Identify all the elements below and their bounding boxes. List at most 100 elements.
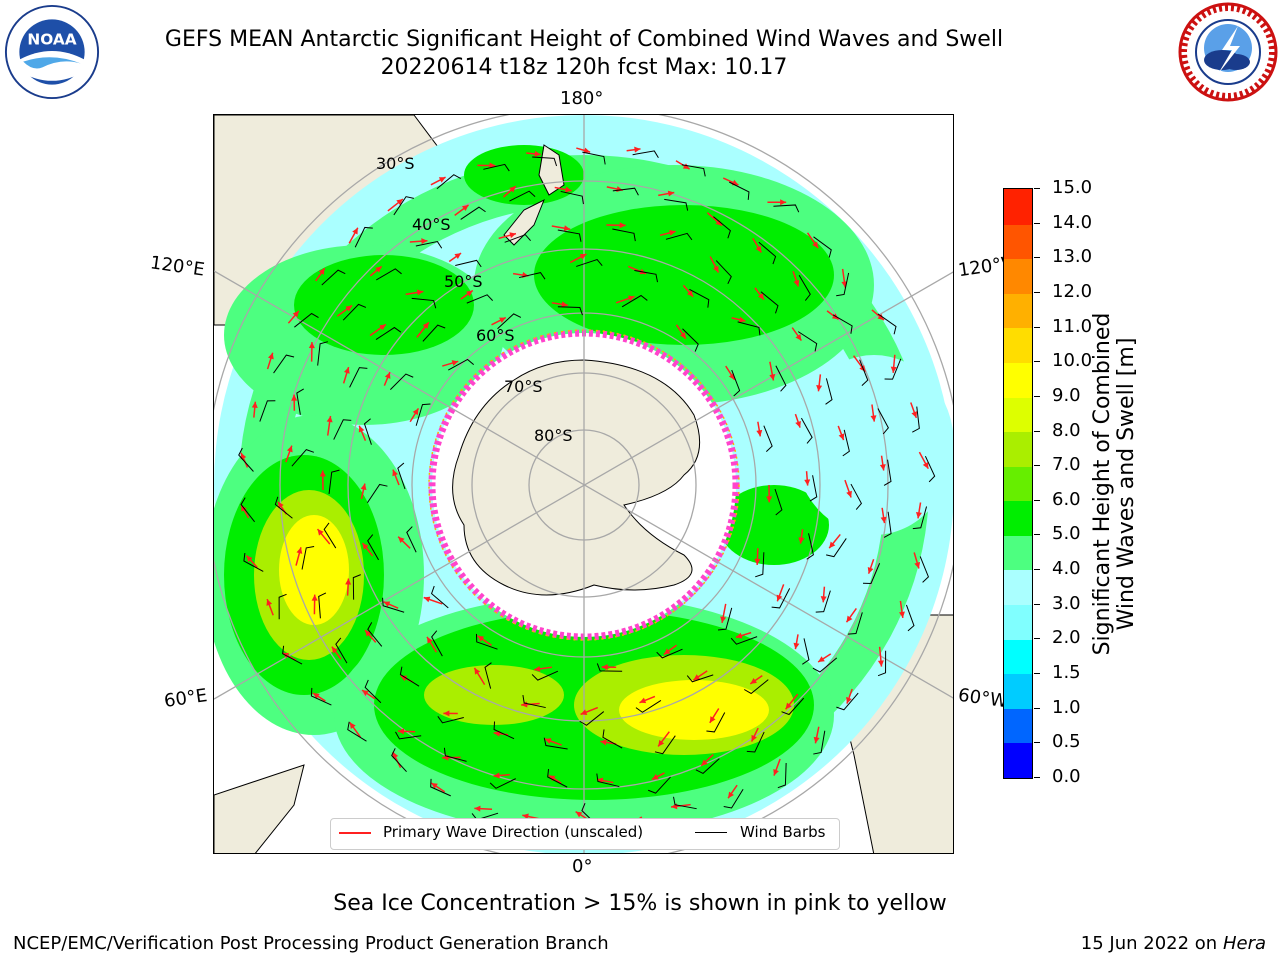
wave-arrow-head <box>266 599 273 606</box>
colorbar-segment <box>1004 431 1032 467</box>
colorbar-tick <box>1034 499 1040 501</box>
wind-barb <box>475 633 498 650</box>
wave-arrow-head <box>813 736 820 744</box>
wave-arrow-head <box>818 656 825 663</box>
colorbar-tick-label: 8.0 <box>1052 419 1081 441</box>
colorbar-tick-label: 14.0 <box>1052 211 1093 233</box>
land-new-zealand <box>503 144 565 246</box>
wave-arrow-head <box>911 411 918 418</box>
wind-barb <box>240 497 255 523</box>
wind-barb <box>729 181 750 200</box>
wave-arrow-head <box>534 150 541 157</box>
wind-barb <box>743 679 769 695</box>
colorbar-tick <box>1034 534 1040 536</box>
wind-barb <box>825 378 833 405</box>
wind-barb <box>632 150 659 159</box>
wind-barb <box>798 275 811 301</box>
colorbar-tick-label: 4.0 <box>1052 558 1081 580</box>
wave-arrow-head <box>890 366 897 373</box>
wind-barb <box>758 241 777 265</box>
wave-arrow-head <box>755 245 762 253</box>
wave-arrow-head <box>292 310 299 318</box>
wave-arrow-head <box>601 664 608 671</box>
wave-arrow-head <box>793 279 800 287</box>
wind-barb <box>391 748 407 773</box>
wave-arrow-head <box>396 199 403 206</box>
wind-barb <box>842 429 850 457</box>
colorbar-tick <box>1034 222 1040 224</box>
wind-barb <box>557 306 583 316</box>
wind-barb <box>673 796 697 810</box>
wave-arrow-head <box>493 772 500 779</box>
wave-arrow-head <box>915 511 922 519</box>
wave-arrow-head <box>565 186 572 193</box>
wave-arrow-head <box>499 317 506 323</box>
colorbar-segment <box>1004 535 1032 571</box>
wave-arrow-head <box>756 429 763 437</box>
wave-arrow-head <box>489 162 496 169</box>
lon-label-60w: 60°W <box>956 684 1009 713</box>
wave-arrow-head <box>820 596 827 603</box>
wave-arrow-head <box>331 646 338 654</box>
wind-barb <box>460 206 486 220</box>
wind-barb <box>415 241 443 249</box>
wind-barb <box>862 563 881 584</box>
wave-arrow-head <box>317 529 324 536</box>
wind-barb <box>318 592 327 619</box>
wave-band <box>719 485 829 565</box>
wind-barb <box>323 522 337 549</box>
wind-barb <box>883 511 892 538</box>
wind-barb <box>813 730 826 755</box>
wind-barb <box>596 773 620 788</box>
wave-arrow-head <box>392 469 398 477</box>
wind-barb <box>406 526 417 553</box>
lat-label-30s: 30°S <box>376 154 415 173</box>
wind-barb <box>634 269 658 283</box>
wind-barb <box>509 190 536 202</box>
wave-arrow-head <box>360 483 367 491</box>
wave-arrow-head <box>880 516 887 524</box>
legend-wind-line <box>695 832 727 833</box>
wave-arrow-head <box>795 333 802 341</box>
colorbar-segment <box>1004 500 1032 536</box>
wave-arrow-head <box>841 281 848 288</box>
wave-arrow-head <box>600 739 607 746</box>
wave-arrow-head <box>879 464 886 471</box>
wave-arrow-head <box>379 324 386 331</box>
colorbar-tick-label: 0.0 <box>1052 766 1081 787</box>
colorbar-tick <box>1034 742 1040 744</box>
wave-arrow-head <box>277 501 284 509</box>
colorbar-tick-label: 1.5 <box>1052 662 1081 684</box>
wave-arrow-head <box>423 596 431 603</box>
lat-label-80s: 80°S <box>534 426 573 445</box>
wave-arrow-head <box>443 710 450 717</box>
wind-barb <box>367 534 380 561</box>
wave-arrow-head <box>358 425 365 433</box>
wave-band <box>294 255 474 355</box>
colorbar-tick <box>1034 673 1040 675</box>
wind-barb <box>443 747 467 762</box>
wave-arrow-head <box>397 728 405 735</box>
wind-barb <box>347 721 367 742</box>
noaa-logo: NOAA <box>4 4 100 100</box>
wave-arrow-head <box>728 791 734 799</box>
colorbar-tick <box>1034 361 1040 363</box>
colorbar-segment <box>1004 189 1032 225</box>
colorbar-tick <box>1034 188 1040 189</box>
colorbar-title: Significant Height of Combined Wind Wave… <box>1090 294 1139 674</box>
wind-barb <box>877 408 889 435</box>
wave-arrow-head <box>296 547 303 554</box>
wave-arrow-head <box>352 227 358 235</box>
wave-arrow-head <box>899 611 905 618</box>
wave-arrow-head <box>583 147 591 154</box>
wind-barb <box>557 229 582 242</box>
wave-arrow-head <box>769 374 776 381</box>
wind-barb <box>483 163 510 172</box>
wind-barb <box>393 196 414 216</box>
colorbar-title-line2: Wind Waves and Swell [m] <box>1114 337 1139 631</box>
wind-barb <box>836 692 859 711</box>
wave-band <box>279 515 349 625</box>
colorbar-tick <box>1034 638 1040 640</box>
date-stamp: 15 Jun 2022 on Hera <box>1081 933 1266 954</box>
wave-arrow-head <box>867 567 874 574</box>
